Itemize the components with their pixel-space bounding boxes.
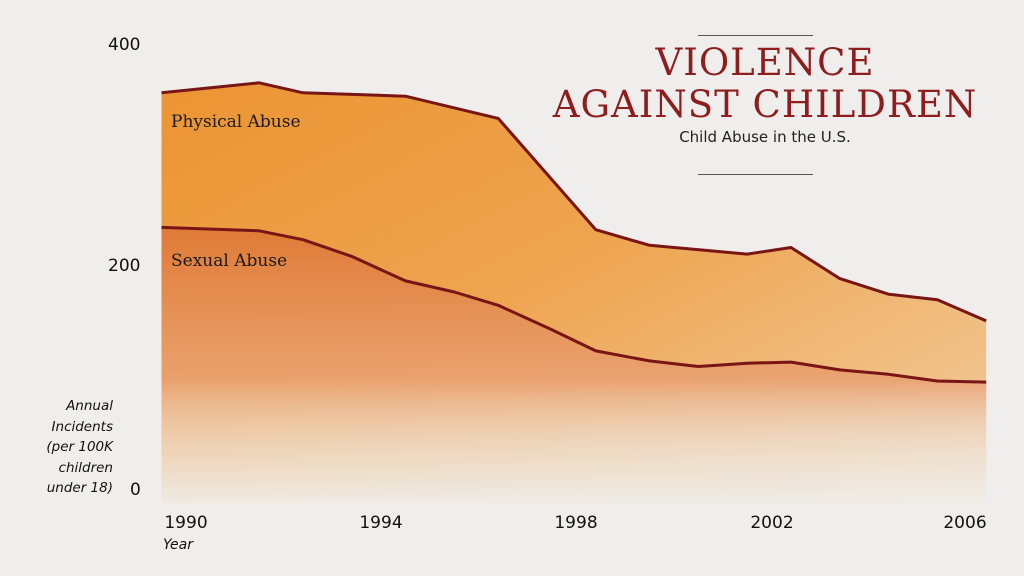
baseline-fade [160, 380, 988, 510]
chart-title-line2: AGAINST CHILDREN [552, 83, 978, 126]
sexual-abuse-line [161, 225, 987, 384]
physical-abuse-line [161, 81, 987, 323]
chart-title-line1: VIOLENCE [655, 41, 875, 84]
title-rule-bottom [698, 174, 813, 175]
y-axis-label-line: Incidents [51, 418, 113, 435]
x-tick-label: 1998 [554, 513, 598, 533]
y-axis-label-line: Annual [66, 398, 113, 414]
x-tick-label: 1990 [164, 513, 208, 533]
y-axis-label-line: children [58, 459, 113, 476]
series-label-sexual-abuse: Sexual Abuse [171, 251, 288, 271]
y-tick-label: 400 [108, 35, 141, 55]
y-axis-label-line: under 18) [46, 480, 113, 496]
x-tick-label: 1994 [359, 513, 403, 533]
y-tick-label: 200 [108, 256, 141, 276]
y-tick-label: 0 [130, 480, 141, 500]
x-axis-label: Year [163, 537, 193, 553]
chart-subtitle: Child Abuse in the U.S. [679, 128, 851, 146]
title-rule-top [698, 35, 813, 36]
x-tick-label: 2006 [943, 513, 987, 533]
y-axis-label-line: (per 100K [46, 439, 113, 455]
y-axis-label: Annual Incidents (per 100K children unde… [20, 396, 113, 499]
x-tick-label: 2002 [750, 513, 794, 533]
series-label-physical-abuse: Physical Abuse [171, 112, 301, 132]
